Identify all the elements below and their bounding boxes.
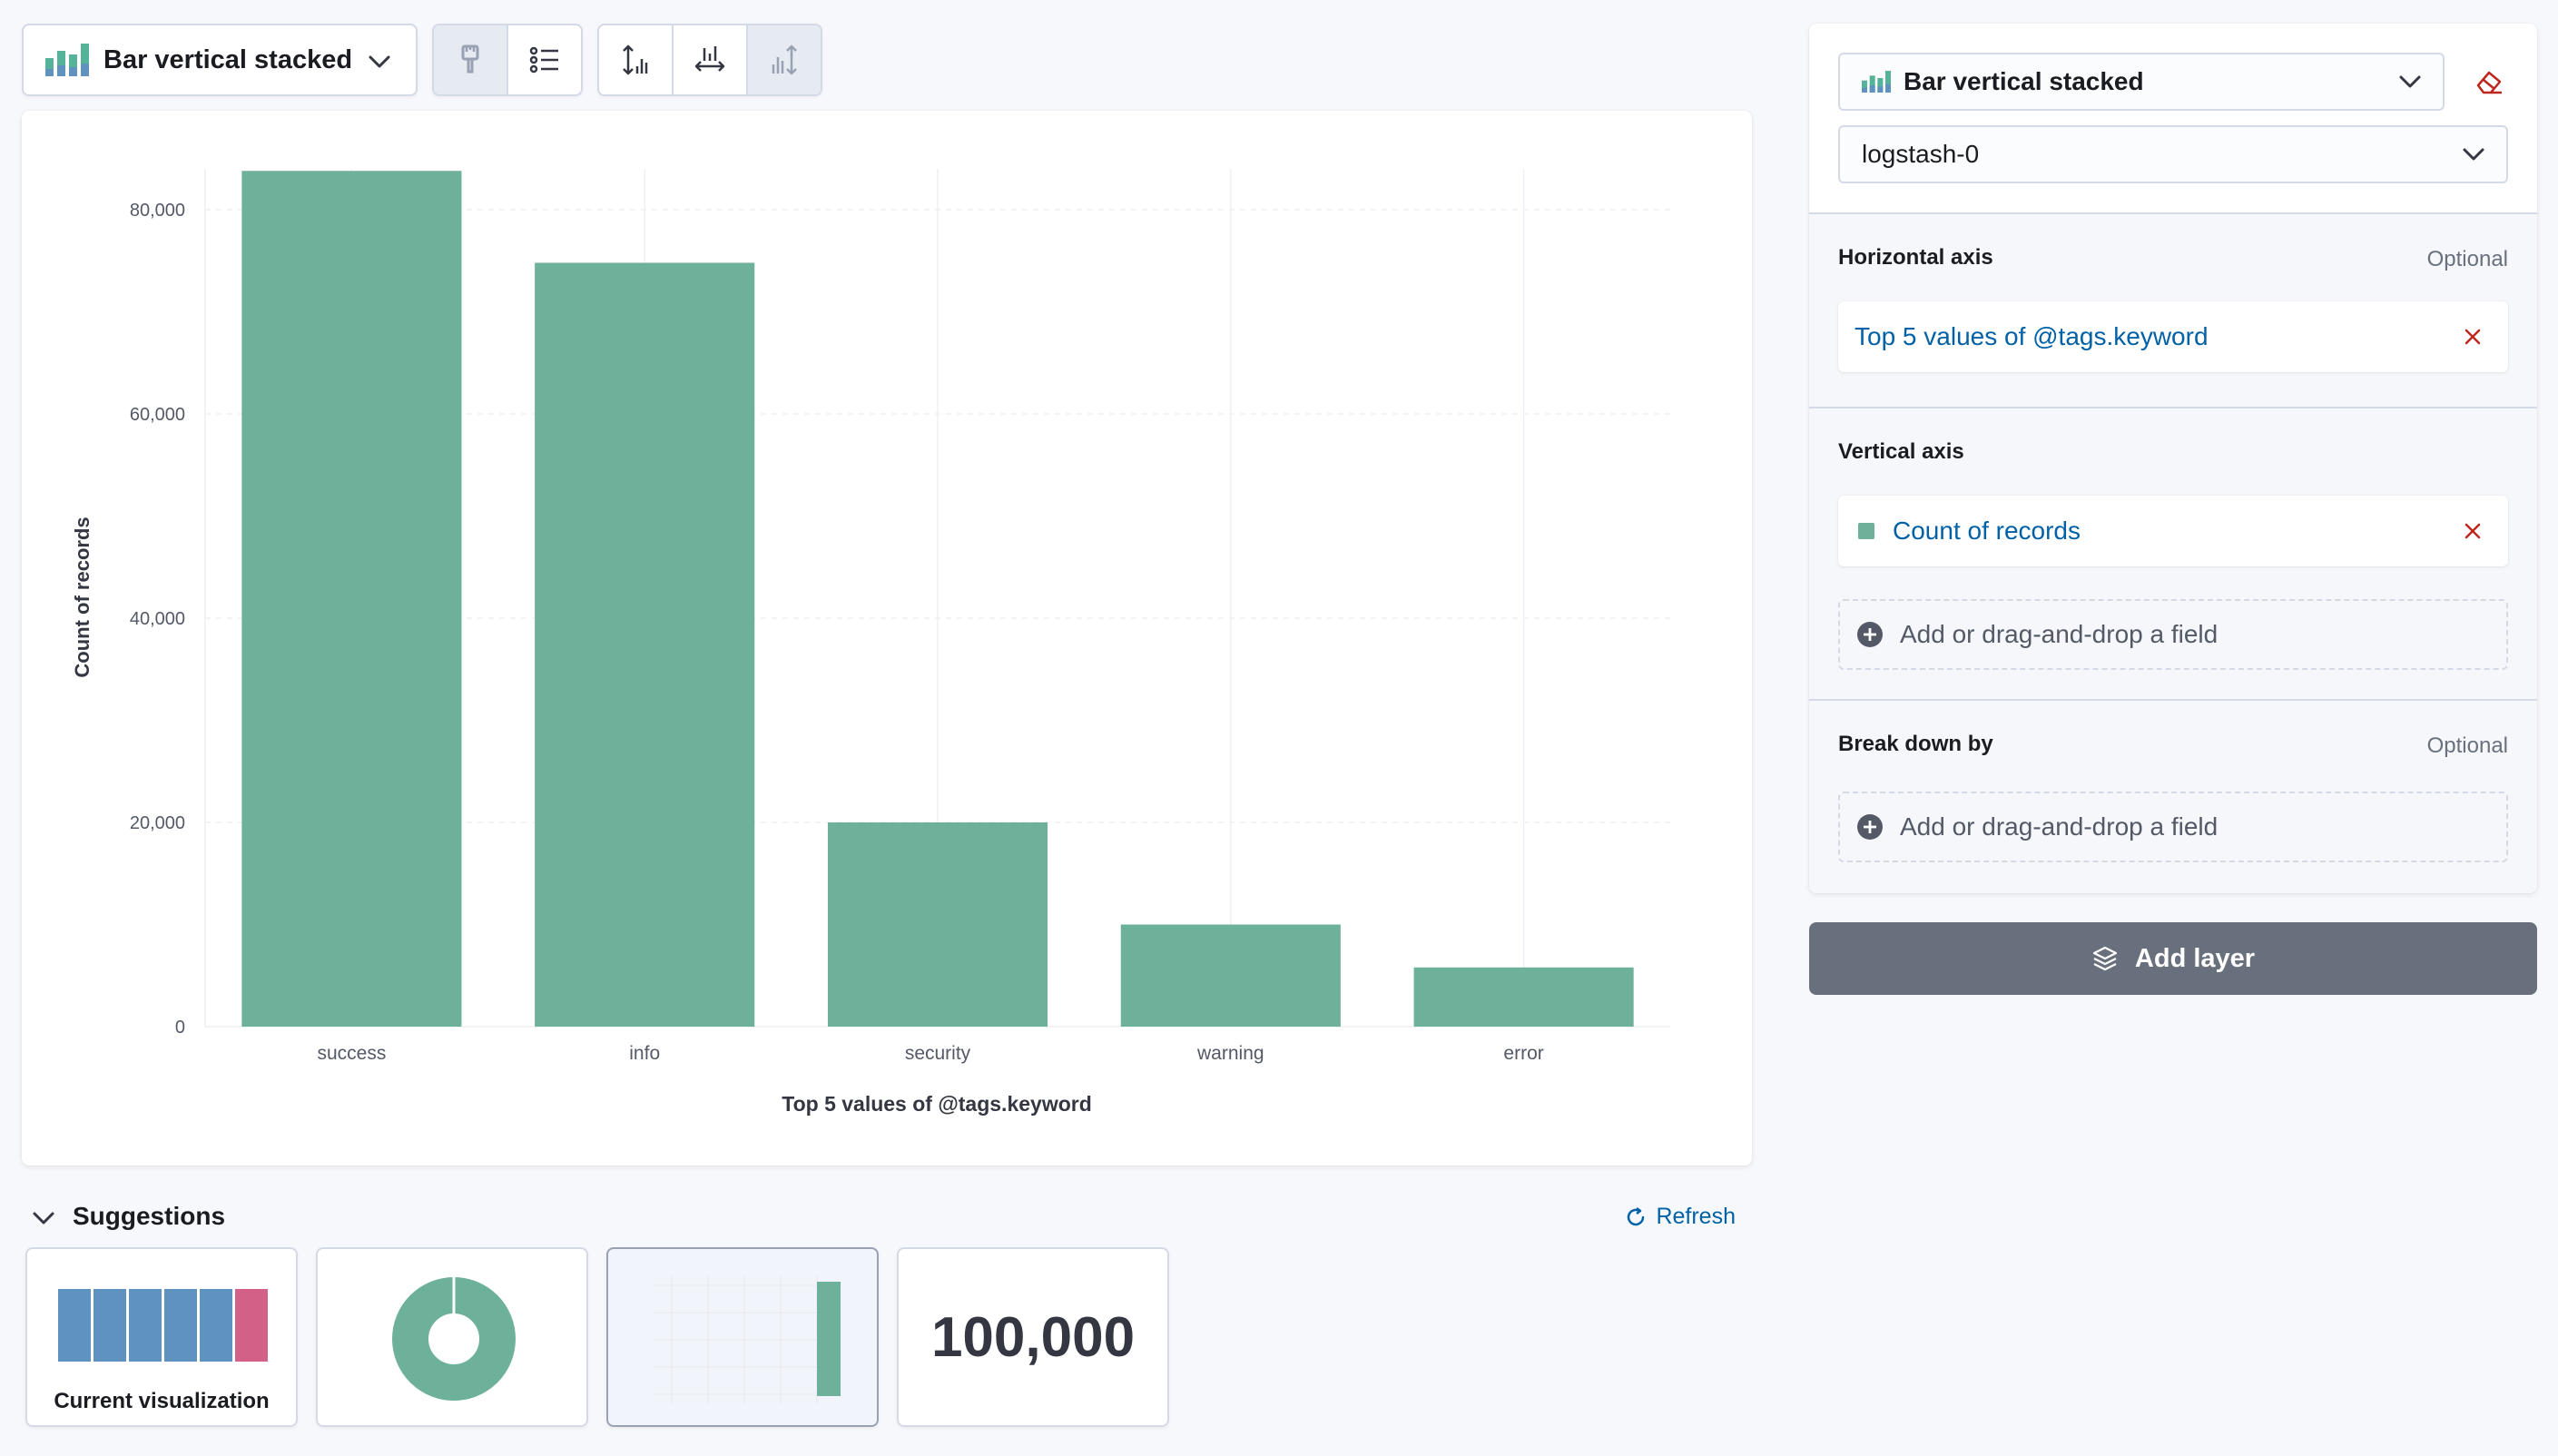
y-axis-title: Count of records <box>71 516 93 677</box>
bar-thumbnail <box>654 1276 841 1403</box>
layer-chart-type-select[interactable]: Bar vertical stacked <box>1838 53 2445 111</box>
toolbar-group-visual <box>432 24 583 96</box>
bottom-axis-button[interactable] <box>672 25 746 94</box>
chart-type-label: Bar vertical stacked <box>103 44 353 74</box>
break-down-add-field-label: Add or drag-and-drop a field <box>1900 812 2219 841</box>
break-down-section: Break down by Optional Add or drag-and-d… <box>1809 699 2537 893</box>
horizontal-axis-title: Horizontal axis <box>1838 245 1993 270</box>
series-color-swatch <box>1858 523 1874 539</box>
suggestion-current-visualization[interactable]: Current visualization <box>25 1247 298 1427</box>
vertical-axis-title: Vertical axis <box>1838 439 1964 464</box>
x-tick-label: info <box>629 1043 660 1064</box>
toolbar-group-axes <box>597 24 822 96</box>
suggestions-header: Suggestions Refresh <box>27 1200 1743 1236</box>
x-axis-title: Top 5 values of @tags.keyword <box>782 1092 1092 1116</box>
paintbrush-icon <box>461 44 479 74</box>
y-tick-label: 0 <box>175 1018 185 1038</box>
vertical-axis-section: Vertical axis Count of records Add or dr… <box>1809 407 2537 699</box>
refresh-icon <box>1628 1206 1645 1225</box>
suggestion-bar-horizontal[interactable] <box>606 1247 879 1427</box>
chart-type-switcher[interactable]: Bar vertical stacked <box>22 24 418 96</box>
horizontal-axis-optional: Optional <box>2426 247 2508 271</box>
y-tick-label: 40,000 <box>130 609 185 629</box>
x-tick-label: success <box>317 1043 386 1064</box>
y-tick-label: 60,000 <box>130 405 185 425</box>
plus-circle-icon <box>1857 622 1883 647</box>
y-tick-label: 20,000 <box>130 813 185 833</box>
vertical-axis-add-field[interactable]: Add or drag-and-drop a field <box>1838 599 2508 670</box>
x-tick-label: security <box>905 1043 971 1064</box>
y-tick-label: 80,000 <box>130 201 185 221</box>
suggestion-metric[interactable]: 100,000 <box>897 1247 1169 1427</box>
bar-chart-icon <box>1862 71 1891 93</box>
bar-chart: 0 20,000 40,000 60,000 80,000 success info sec… <box>71 169 1670 1116</box>
chevron-down-icon[interactable] <box>31 1205 56 1231</box>
chart-panel: 0 20,000 40,000 60,000 80,000 success info sec… <box>22 111 1752 1166</box>
suggestion-donut[interactable] <box>316 1247 588 1427</box>
index-pattern-label: logstash-0 <box>1862 140 1980 168</box>
suggestion-label: Current visualization <box>54 1389 270 1413</box>
plus-circle-icon <box>1857 814 1883 840</box>
layer-config-panel: Bar vertical stacked logstash-0 Horizont… <box>1809 24 2537 893</box>
right-axis-button[interactable] <box>746 25 821 94</box>
current-visualization-thumbnail <box>58 1289 268 1362</box>
refresh-button[interactable]: Refresh <box>1625 1204 1736 1230</box>
eraser-icon[interactable] <box>2474 67 2504 96</box>
chevron-down-icon <box>2399 75 2421 88</box>
x-tick-label: error <box>1503 1043 1543 1064</box>
suggestions-title: Suggestions <box>73 1202 226 1230</box>
refresh-label: Refresh <box>1656 1204 1736 1229</box>
bar-info[interactable] <box>535 262 755 1028</box>
close-icon[interactable] <box>2465 523 2481 539</box>
bar-chart-icon <box>45 44 89 76</box>
chevron-down-icon <box>2463 148 2484 161</box>
left-axis-button[interactable] <box>599 25 672 94</box>
chevron-down-icon <box>369 55 390 68</box>
visual-options-button[interactable] <box>434 25 507 94</box>
right-axis-icon <box>772 44 797 75</box>
legend-button[interactable] <box>507 25 581 94</box>
index-pattern-select[interactable]: logstash-0 <box>1838 125 2508 183</box>
bar-security[interactable] <box>827 822 1048 1027</box>
vertical-axis-dimension[interactable]: Count of records <box>1838 496 2508 566</box>
add-layer-button[interactable]: Add layer <box>1809 922 2537 995</box>
add-layer-label: Add layer <box>2134 943 2256 973</box>
vertical-axis-icon <box>623 44 648 75</box>
vertical-axis-add-field-label: Add or drag-and-drop a field <box>1900 620 2219 648</box>
donut-chart-icon <box>392 1277 516 1401</box>
break-down-add-field[interactable]: Add or drag-and-drop a field <box>1838 792 2508 862</box>
list-icon <box>529 46 558 74</box>
close-icon[interactable] <box>2465 329 2481 345</box>
horizontal-axis-dimension-label: Top 5 values of @tags.keyword <box>1855 322 2209 350</box>
bar-success[interactable] <box>241 171 462 1027</box>
horizontal-axis-icon <box>694 46 725 72</box>
horizontal-axis-dimension[interactable]: Top 5 values of @tags.keyword <box>1838 301 2508 372</box>
horizontal-axis-section: Horizontal axis Optional Top 5 values of… <box>1809 212 2537 407</box>
break-down-optional: Optional <box>2426 733 2508 758</box>
vertical-axis-dimension-label: Count of records <box>1893 516 2081 545</box>
x-tick-label: warning <box>1196 1043 1264 1064</box>
layer-chart-type-label: Bar vertical stacked <box>1904 67 2144 95</box>
bar-error[interactable] <box>1413 967 1634 1027</box>
layers-icon <box>2092 946 2118 971</box>
bar-warning[interactable] <box>1120 924 1341 1028</box>
break-down-title: Break down by <box>1838 732 1993 756</box>
metric-value: 100,000 <box>930 1306 1136 1369</box>
